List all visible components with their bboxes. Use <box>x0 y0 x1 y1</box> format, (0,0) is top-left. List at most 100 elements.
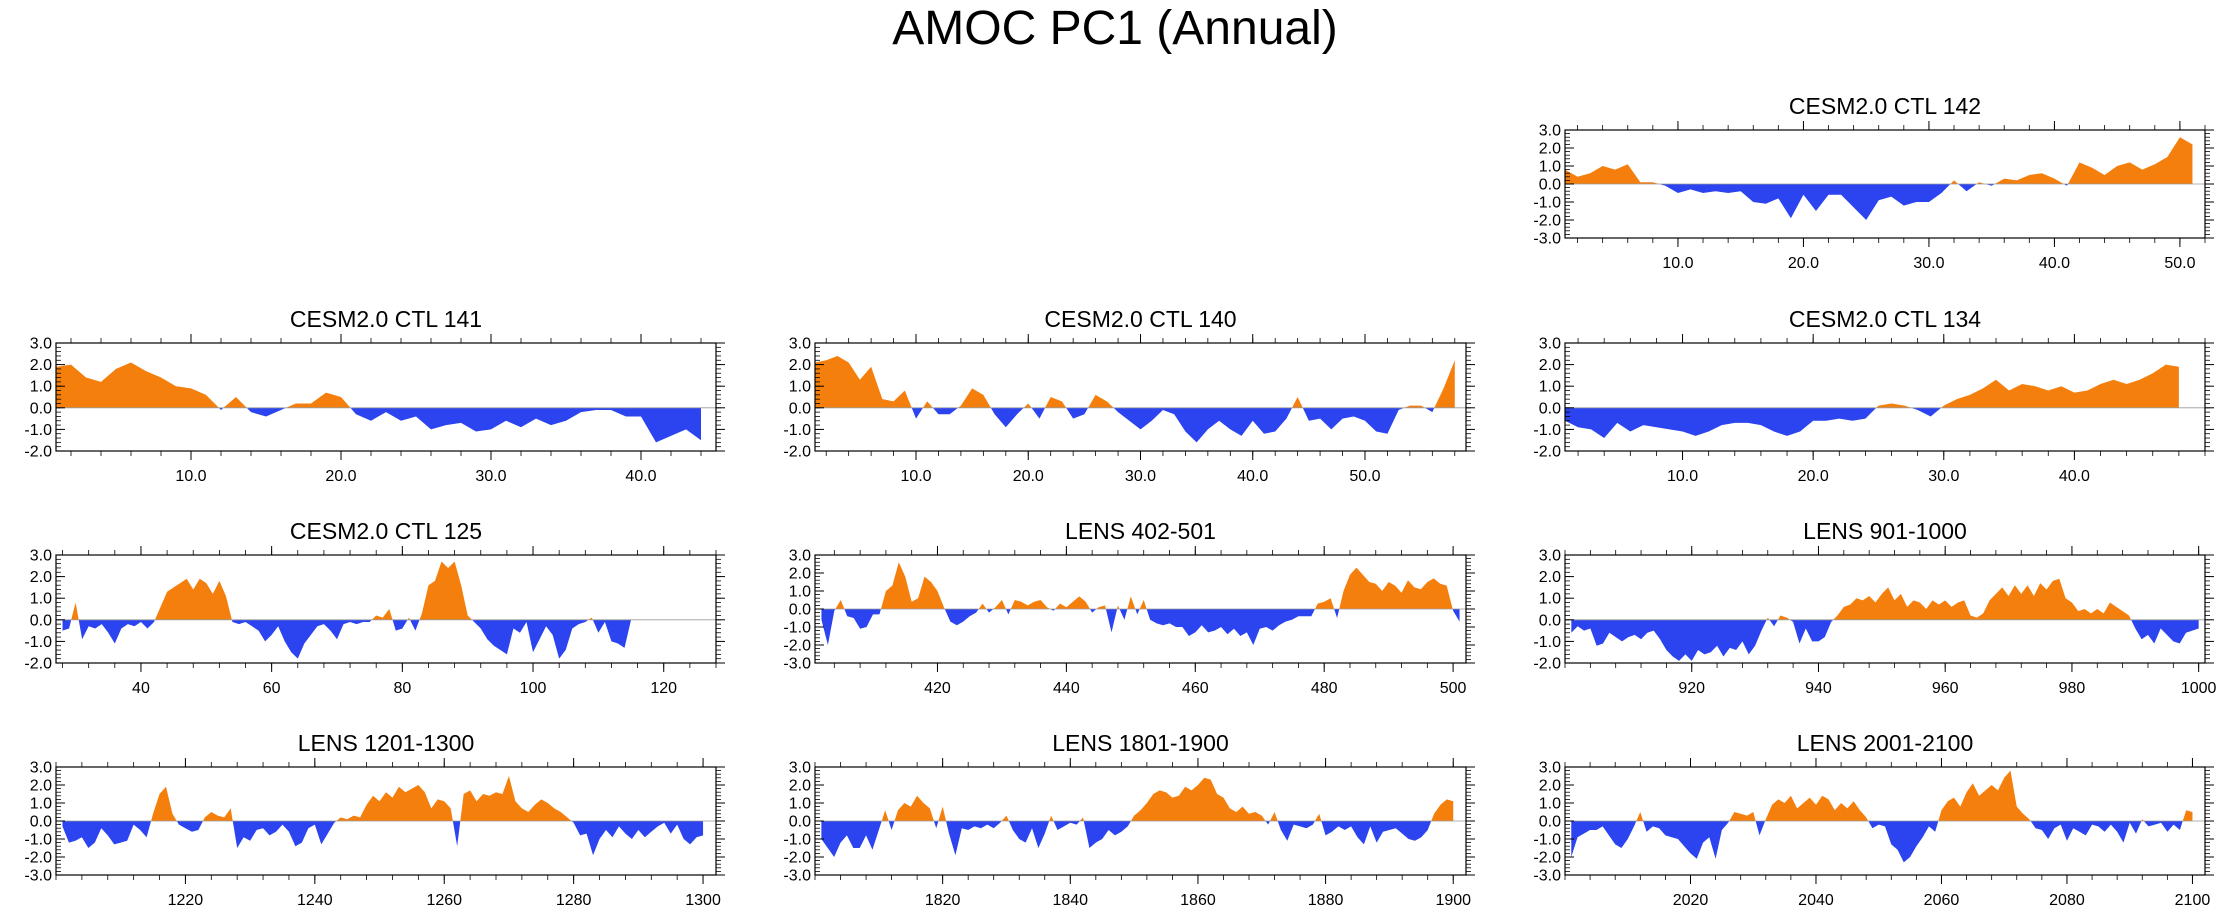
y-tick-label: -2.0 <box>24 850 52 867</box>
y-tick-label: -3.0 <box>24 868 52 885</box>
x-tick-label: 50.0 <box>1349 468 1380 485</box>
negative-area-series <box>218 407 702 443</box>
y-tick-label: 2.0 <box>30 778 52 795</box>
negative-area-series <box>821 609 1460 645</box>
plot-frame <box>55 554 717 664</box>
y-tick-label: 1.0 <box>30 379 52 396</box>
negative-area-series <box>1659 184 2068 220</box>
y-tick-label: -1.0 <box>24 422 52 439</box>
y-tick-label: -2.0 <box>783 444 811 461</box>
y-tick-label: 2.0 <box>30 569 52 586</box>
chart-panel-0: -3.0-2.0-1.00.01.02.03.0 10.0 20.0 30.0 40.0… <box>1533 93 2214 272</box>
x-tick-label: 30.0 <box>1913 255 1944 272</box>
panel-title: CESM2.0 CTL 142 <box>1789 93 1981 119</box>
x-tick-label: 20.0 <box>1788 255 1819 272</box>
x-tick-label: 1300 <box>685 892 721 909</box>
panel-title: CESM2.0 CTL 141 <box>290 306 482 332</box>
x-tick-label: 1860 <box>1180 892 1216 909</box>
y-tick-label: 1.0 <box>789 379 811 396</box>
negative-area-series <box>911 407 1435 443</box>
x-tick-label: 1000 <box>2181 680 2217 697</box>
y-tick-label: -1.0 <box>24 634 52 651</box>
negative-area-series <box>1565 407 1942 439</box>
y-tick-label: -1.0 <box>783 422 811 439</box>
panel-title: LENS 1201-1300 <box>298 730 474 756</box>
y-tick-label: -1.0 <box>1533 634 1561 651</box>
chart-panel-7: -3.0-2.0-1.00.01.02.03.0 1220 1240 1260 1280… <box>24 730 725 909</box>
positive-area-series <box>1565 137 2193 184</box>
panel-title: LENS 2001-2100 <box>1797 730 1973 756</box>
y-tick-label: -2.0 <box>783 850 811 867</box>
y-tick-label: 3.0 <box>789 760 811 777</box>
y-tick-label: -1.0 <box>783 832 811 849</box>
y-tick-label: -1.0 <box>783 620 811 637</box>
plot-frame <box>814 342 1467 452</box>
chart-panel-5: -3.0-2.0-1.00.01.02.03.0 420 440 460 480 500 L… <box>783 518 1475 697</box>
panel-title: LENS 402-501 <box>1065 518 1216 544</box>
y-tick-label: -1.0 <box>1533 422 1561 439</box>
plot-frame <box>1564 554 2206 664</box>
y-tick-label: 3.0 <box>30 336 52 353</box>
y-tick-label: -2.0 <box>1533 656 1561 673</box>
figure-title: AMOC PC1 (Annual) <box>892 2 1338 55</box>
positive-area-series <box>1876 364 2179 408</box>
y-tick-label: 2.0 <box>1539 569 1561 586</box>
x-tick-label: 30.0 <box>1125 468 1156 485</box>
x-tick-label: 40 <box>132 680 150 697</box>
x-tick-label: 60 <box>263 680 281 697</box>
y-tick-label: 3.0 <box>789 336 811 353</box>
chart-panel-8: -3.0-2.0-1.00.01.02.03.0 1820 1840 1860 1880… <box>783 730 1475 909</box>
y-tick-label: 2.0 <box>1539 357 1561 374</box>
y-tick-label: 1.0 <box>1539 591 1561 608</box>
x-tick-label: 10.0 <box>1667 468 1698 485</box>
chart-panel-6: -2.0 -1.0 0.0 1.0 2.0 3.0 920 940 960 980 1000 LENS… <box>1533 518 2216 697</box>
y-tick-label: 2.0 <box>1539 141 1561 158</box>
negative-area-series <box>1571 619 2199 661</box>
y-tick-label: 1.0 <box>30 796 52 813</box>
chart-panel-2: -2.0 -1.0 0.0 1.0 2.0 3.0 10.0 20.0 30.0 40.0 50.0… <box>783 306 1475 485</box>
y-tick-label: -2.0 <box>783 638 811 655</box>
y-tick-label: -1.0 <box>1533 832 1561 849</box>
y-tick-label: 1.0 <box>1539 159 1561 176</box>
x-tick-label: 30.0 <box>475 468 506 485</box>
x-tick-label: 1240 <box>297 892 333 909</box>
x-tick-label: 1260 <box>426 892 462 909</box>
y-tick-label: 2.0 <box>1539 778 1561 795</box>
chart-panel-1: -2.0 -1.0 0.0 1.0 2.0 3.0 10.0 20.0 30.0 40.0 CESM… <box>24 306 725 485</box>
y-tick-label: 1.0 <box>1539 796 1561 813</box>
positive-area-series <box>1636 770 2193 821</box>
y-tick-label: 2.0 <box>30 357 52 374</box>
y-tick-label: 3.0 <box>1539 123 1561 140</box>
x-tick-label: 40.0 <box>2039 255 2070 272</box>
negative-area-series <box>821 821 1432 857</box>
x-tick-label: 40.0 <box>2059 468 2090 485</box>
y-tick-label: 0.0 <box>1539 612 1561 629</box>
negative-area-series <box>62 821 704 856</box>
x-tick-label: 920 <box>1678 680 1705 697</box>
chart-panel-3: -2.0 -1.0 0.0 1.0 2.0 3.0 10.0 20.0 30.0 40.0 CESM… <box>1533 306 2214 485</box>
y-tick-label: 1.0 <box>789 796 811 813</box>
x-tick-label: 2080 <box>2049 892 2085 909</box>
y-tick-label: -1.0 <box>1533 195 1561 212</box>
y-tick-label: 3.0 <box>30 760 52 777</box>
x-tick-label: 30.0 <box>1928 468 1959 485</box>
y-tick-label: -2.0 <box>1533 850 1561 867</box>
chart-panel-9: -3.0-2.0-1.00.01.02.03.0 2020 2040 2060 2080… <box>1533 730 2214 909</box>
y-tick-label: 3.0 <box>1539 548 1561 565</box>
x-tick-label: 50.0 <box>2164 255 2195 272</box>
x-tick-label: 10.0 <box>900 468 931 485</box>
x-tick-label: 1880 <box>1308 892 1344 909</box>
positive-area-series <box>815 355 1455 408</box>
y-tick-label: -2.0 <box>24 656 52 673</box>
y-tick-label: -2.0 <box>24 444 52 461</box>
x-tick-label: 2100 <box>2175 892 2211 909</box>
x-tick-label: 80 <box>393 680 411 697</box>
x-tick-label: 2060 <box>1924 892 1960 909</box>
x-tick-label: 940 <box>1805 680 1832 697</box>
chart-panel-4: -2.0 -1.0 0.0 1.0 2.0 3.0 40 60 80 100 120 CESM2.0 … <box>24 518 725 697</box>
panel-title: LENS 1801-1900 <box>1052 730 1228 756</box>
panel-title: LENS 901-1000 <box>1803 518 1967 544</box>
x-tick-label: 1840 <box>1052 892 1088 909</box>
x-tick-label: 440 <box>1053 680 1080 697</box>
